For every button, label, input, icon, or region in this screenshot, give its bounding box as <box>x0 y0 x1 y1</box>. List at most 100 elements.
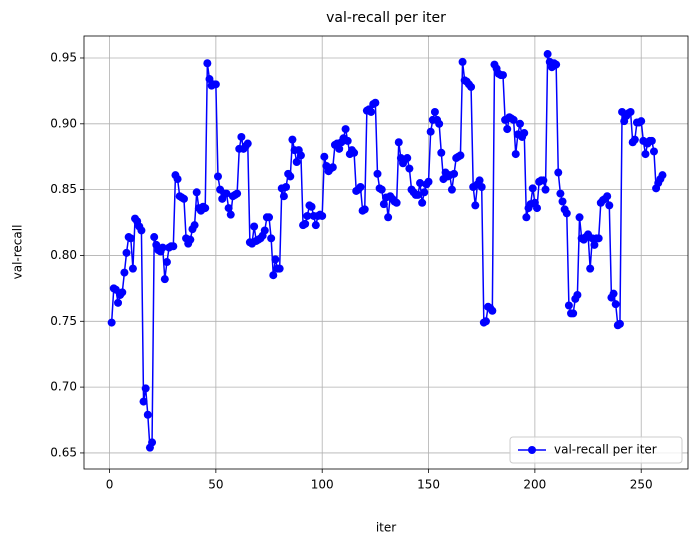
marker <box>594 234 603 243</box>
y-tick-label: 0.80 <box>50 248 77 262</box>
marker <box>554 168 563 177</box>
marker <box>120 268 129 277</box>
marker <box>275 264 284 273</box>
marker <box>150 233 159 242</box>
marker <box>328 163 337 172</box>
marker <box>590 240 599 249</box>
marker <box>615 319 624 328</box>
legend: val-recall per iter <box>509 436 683 464</box>
legend-marker <box>528 446 536 454</box>
marker <box>394 138 403 147</box>
marker <box>169 242 178 251</box>
marker <box>467 82 476 91</box>
marker <box>288 135 297 144</box>
marker <box>520 129 529 138</box>
marker <box>350 148 359 157</box>
marker <box>226 210 235 219</box>
marker <box>471 201 480 210</box>
marker <box>509 115 518 124</box>
marker <box>456 151 465 160</box>
marker <box>335 144 344 153</box>
marker <box>190 221 199 230</box>
marker <box>420 188 429 197</box>
marker <box>311 221 320 230</box>
marker <box>292 157 301 166</box>
marker <box>162 258 171 267</box>
marker <box>630 135 639 144</box>
marker <box>605 201 614 210</box>
y-tick-label: 0.90 <box>50 116 77 130</box>
x-axis-label: iter <box>376 521 396 535</box>
y-tick-label: 0.70 <box>50 380 77 394</box>
marker <box>575 213 584 222</box>
marker <box>303 211 312 220</box>
x-tick-label: 200 <box>523 478 546 492</box>
marker <box>114 298 123 307</box>
marker <box>286 172 295 181</box>
marker <box>107 318 116 327</box>
marker <box>126 234 135 243</box>
marker <box>320 152 329 161</box>
marker <box>233 189 242 198</box>
marker <box>424 177 433 186</box>
marker <box>139 397 148 406</box>
marker <box>265 213 274 222</box>
marker <box>141 384 150 393</box>
marker <box>528 184 537 193</box>
marker <box>343 136 352 145</box>
marker <box>418 198 427 207</box>
marker <box>649 147 658 156</box>
marker <box>511 150 520 159</box>
marker <box>201 204 210 213</box>
marker <box>122 248 131 257</box>
marker <box>186 235 195 244</box>
marker <box>118 288 127 297</box>
marker <box>213 172 222 181</box>
marker <box>158 243 167 252</box>
marker <box>503 125 512 134</box>
marker <box>269 271 278 280</box>
marker <box>437 148 446 157</box>
marker <box>160 275 169 284</box>
marker <box>279 192 288 201</box>
marker <box>603 192 612 201</box>
marker <box>541 185 550 194</box>
marker <box>192 188 201 197</box>
marker <box>562 209 571 218</box>
marker <box>626 107 635 116</box>
marker <box>243 139 252 148</box>
y-tick-label: 0.65 <box>50 445 77 459</box>
marker <box>481 317 490 326</box>
y-tick-label: 0.75 <box>50 314 77 328</box>
marker <box>609 289 618 298</box>
marker <box>405 164 414 173</box>
marker <box>435 119 444 128</box>
chart-title: val-recall per iter <box>326 10 446 26</box>
marker <box>379 200 388 209</box>
marker <box>637 117 646 126</box>
marker <box>301 219 310 228</box>
marker <box>250 222 259 231</box>
marker <box>647 136 656 145</box>
marker <box>488 306 497 315</box>
marker <box>552 60 561 69</box>
legend-box <box>509 436 683 464</box>
marker <box>173 175 182 184</box>
marker <box>556 189 565 198</box>
marker <box>222 189 231 198</box>
marker <box>148 438 157 447</box>
marker <box>371 98 380 107</box>
marker <box>392 198 401 207</box>
marker <box>522 213 531 222</box>
x-tick-label: 250 <box>630 478 653 492</box>
marker <box>367 107 376 116</box>
marker <box>282 183 291 192</box>
marker <box>586 264 595 273</box>
marker <box>384 213 393 222</box>
marker <box>611 300 620 309</box>
marker <box>296 151 305 160</box>
y-tick-label: 0.95 <box>50 50 77 64</box>
marker <box>271 255 280 264</box>
